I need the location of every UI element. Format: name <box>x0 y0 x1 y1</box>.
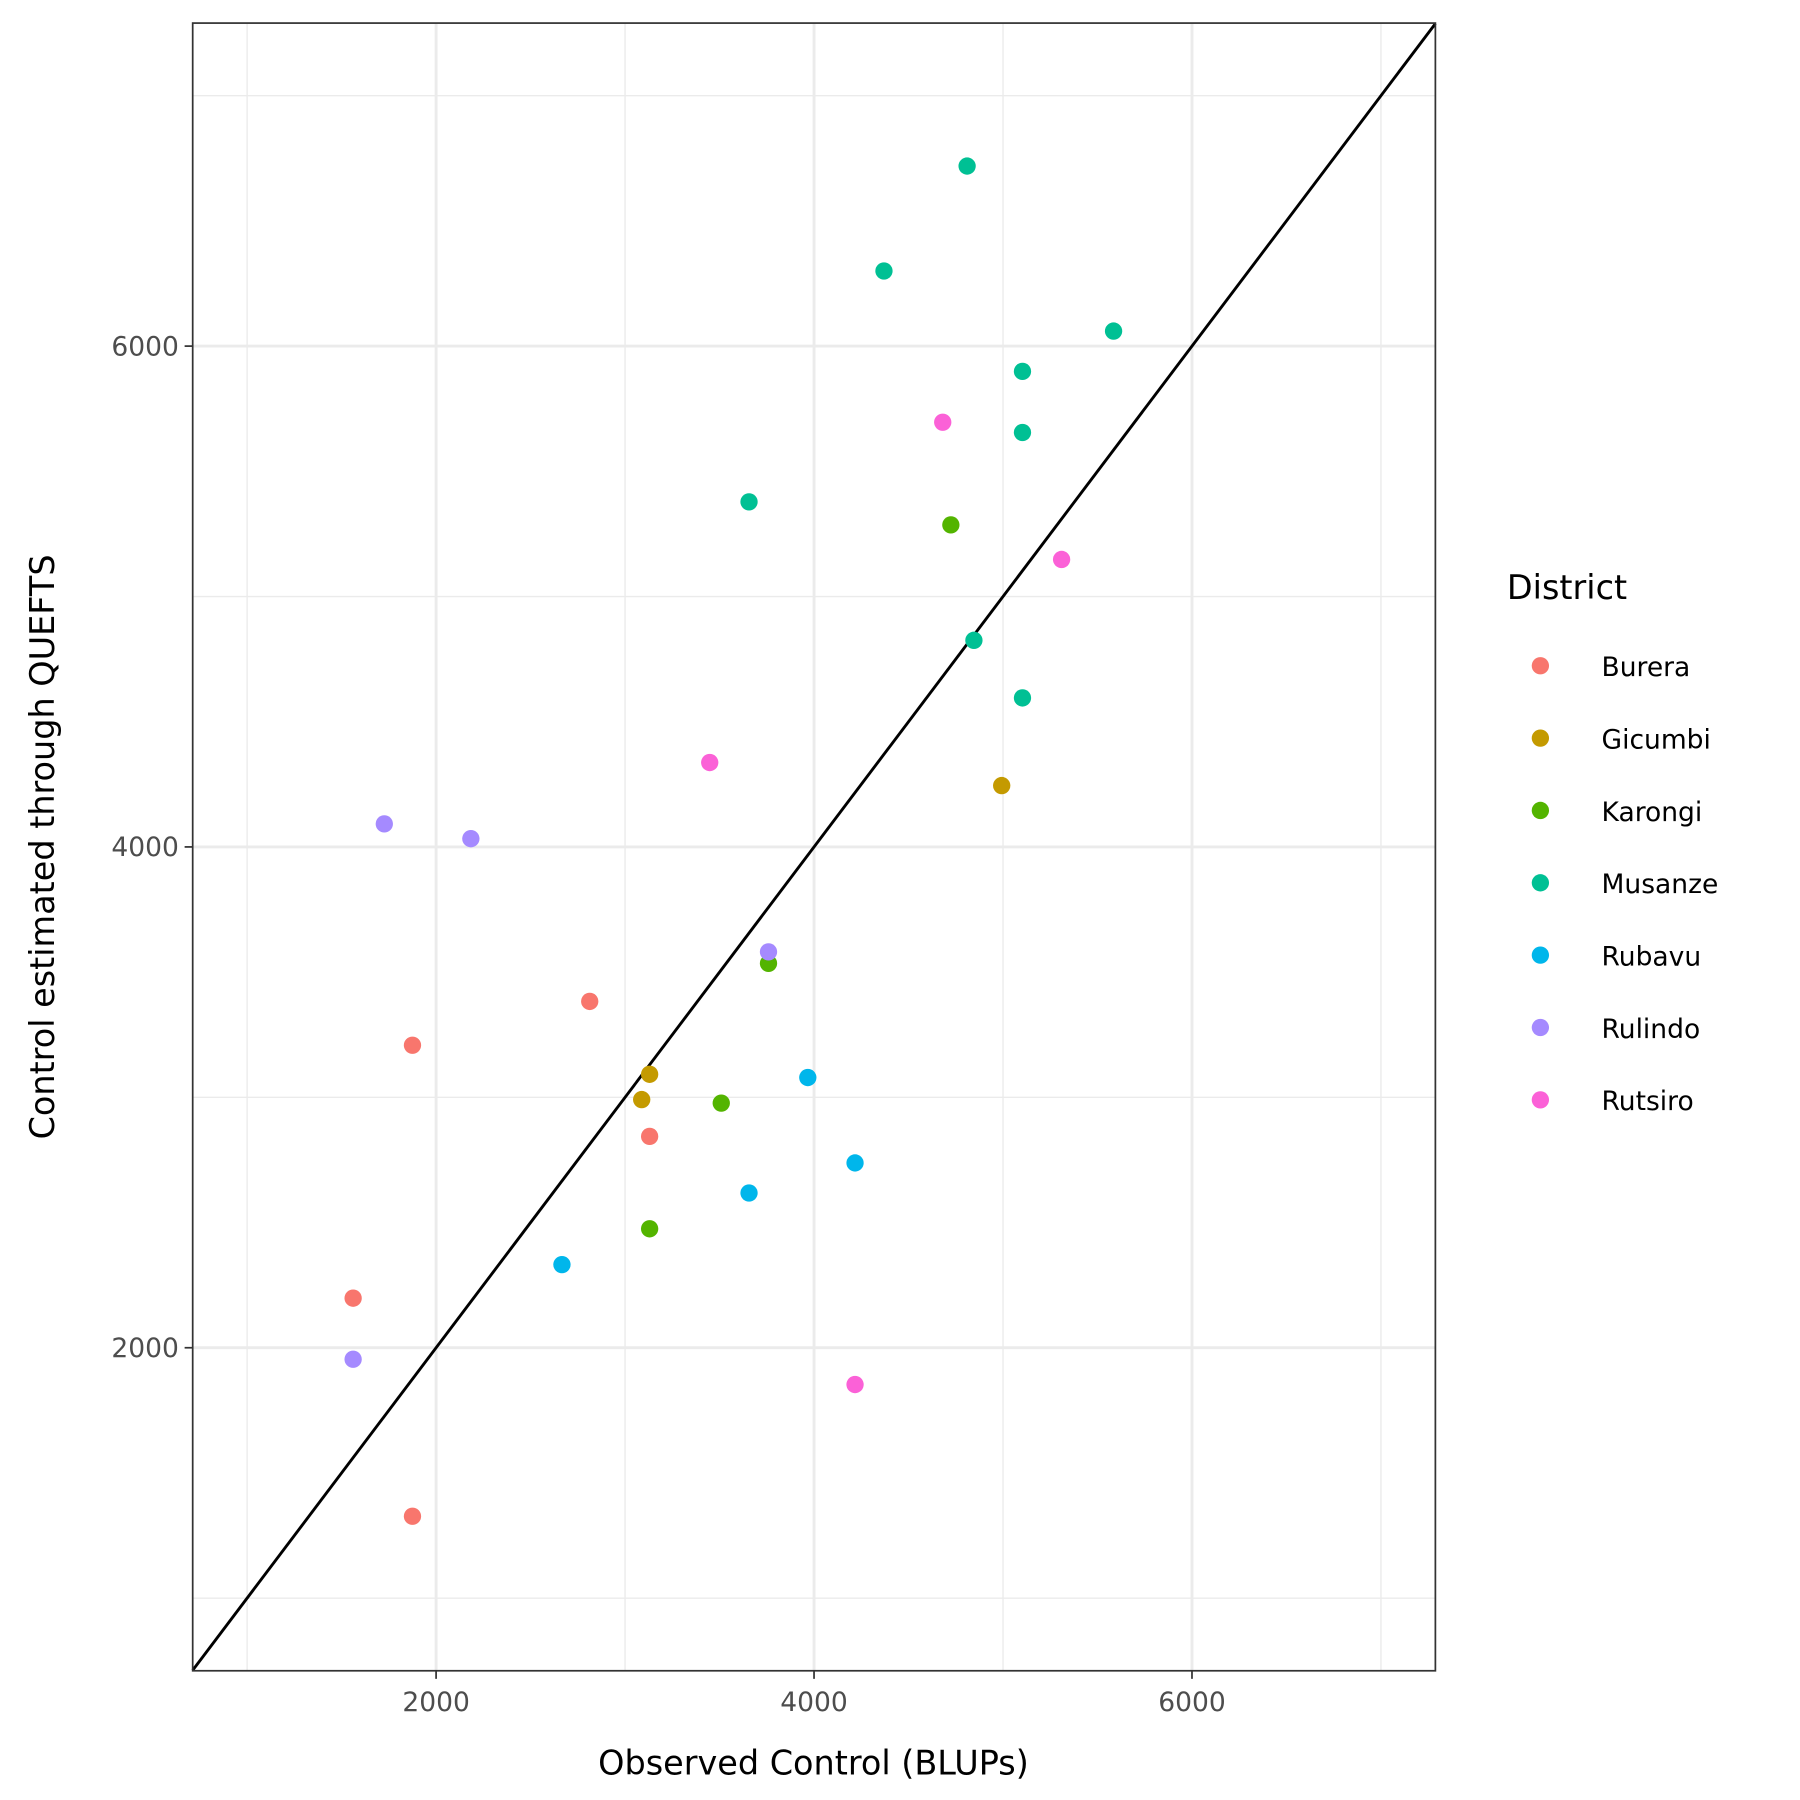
x-axis-title: Observed Control (BLUPs) <box>598 1744 1029 1783</box>
data-point-gicumbi <box>640 1065 659 1083</box>
legend-key-rutsiro <box>1531 1091 1550 1109</box>
legend-label-gicumbi: Gicumbi <box>1602 725 1711 756</box>
data-point-burera <box>403 1507 422 1525</box>
legend-key-rubavu <box>1531 946 1550 964</box>
data-point-gicumbi <box>633 1090 651 1109</box>
legend-label-rulindo: Rulindo <box>1602 1014 1701 1045</box>
legend-key-gicumbi <box>1531 729 1550 747</box>
data-point-rubavu <box>553 1255 571 1274</box>
data-point-burera <box>344 1289 362 1307</box>
legend-key-burera <box>1531 657 1550 675</box>
legend-label-rubavu: Rubavu <box>1602 942 1702 973</box>
legend-label-burera: Burera <box>1602 652 1691 683</box>
data-point-karongi <box>640 1220 659 1238</box>
x-tick-label: 2000 <box>402 1687 469 1718</box>
y-axis-title: Control estimated through QUEFTS <box>23 554 62 1139</box>
y-tick-label: 4000 <box>111 832 178 863</box>
data-point-karongi <box>942 516 960 534</box>
data-point-musanze <box>875 262 893 280</box>
data-point-musanze <box>1013 423 1032 442</box>
legend-key-rulindo <box>1531 1018 1550 1037</box>
x-tick-label: 6000 <box>1158 1687 1225 1718</box>
data-point-burera <box>581 992 599 1011</box>
data-point-rulindo <box>759 943 778 961</box>
data-point-rubavu <box>846 1154 864 1172</box>
data-point-rutsiro <box>1052 550 1071 569</box>
legend-key-musanze <box>1531 874 1550 892</box>
data-point-burera <box>403 1036 422 1054</box>
data-point-rulindo <box>344 1350 362 1368</box>
data-point-musanze <box>740 493 758 511</box>
legend-label-karongi: Karongi <box>1602 797 1703 828</box>
data-point-musanze <box>1013 362 1032 381</box>
data-point-burera <box>640 1127 659 1146</box>
legend: Burera Gicumbi Karongi Musanze Rubavu Rulindo… <box>1531 652 1719 1117</box>
legend-label-rutsiro: Rutsiro <box>1602 1086 1694 1117</box>
data-point-rutsiro <box>846 1375 864 1394</box>
legend-label-musanze: Musanze <box>1602 869 1719 900</box>
data-point-musanze <box>958 157 976 175</box>
data-point-musanze <box>965 631 983 649</box>
data-point-musanze <box>1104 322 1123 340</box>
data-point-rutsiro <box>934 413 952 431</box>
data-point-musanze <box>1013 689 1032 707</box>
data-point-rubavu <box>740 1184 758 1202</box>
data-point-gicumbi <box>993 776 1011 795</box>
legend-title: District <box>1507 568 1627 607</box>
points <box>344 157 1123 1525</box>
data-point-rubavu <box>799 1068 817 1087</box>
x-tick-label: 4000 <box>780 1687 847 1718</box>
data-point-rulindo <box>375 815 393 833</box>
data-point-karongi <box>712 1094 730 1112</box>
y-tick-label: 6000 <box>111 331 178 362</box>
ticks: 2000 4000 6000 2000 4000 6000 <box>111 331 1225 1718</box>
data-point-rulindo <box>462 830 480 848</box>
legend-key-karongi <box>1531 801 1550 820</box>
data-point-rutsiro <box>701 753 719 772</box>
identity-line <box>191 22 1437 1672</box>
y-tick-label: 2000 <box>111 1333 178 1364</box>
